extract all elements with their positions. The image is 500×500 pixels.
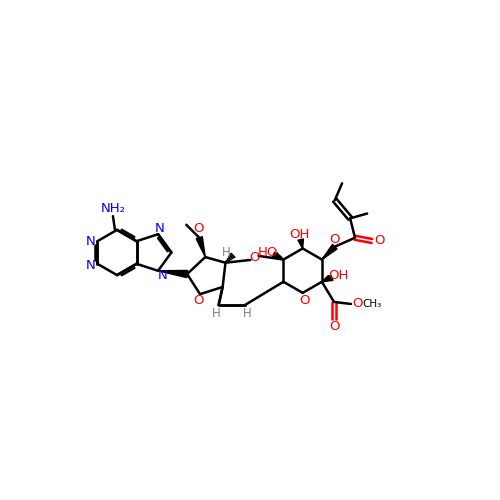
Text: N: N <box>86 234 95 248</box>
Text: H: H <box>212 308 221 320</box>
Text: O: O <box>329 234 340 246</box>
Text: OH: OH <box>290 228 310 241</box>
Text: N: N <box>158 269 168 282</box>
Polygon shape <box>272 252 283 260</box>
Text: O: O <box>249 252 260 264</box>
Text: NH₂: NH₂ <box>100 202 126 215</box>
Text: CH₃: CH₃ <box>362 299 382 309</box>
Text: O: O <box>329 320 340 332</box>
Polygon shape <box>158 270 188 278</box>
Text: O: O <box>193 222 203 235</box>
Text: O: O <box>300 294 310 308</box>
Text: OH: OH <box>328 269 349 282</box>
Text: O: O <box>374 234 384 248</box>
Text: H: H <box>242 308 251 320</box>
Polygon shape <box>298 239 304 248</box>
Text: O: O <box>193 294 203 307</box>
Text: O: O <box>352 298 363 310</box>
Text: H: H <box>222 246 231 258</box>
Polygon shape <box>196 236 205 257</box>
Polygon shape <box>322 244 337 260</box>
Polygon shape <box>322 275 333 282</box>
Text: N: N <box>86 260 95 272</box>
Text: N: N <box>155 222 165 235</box>
Text: HO: HO <box>258 246 278 259</box>
